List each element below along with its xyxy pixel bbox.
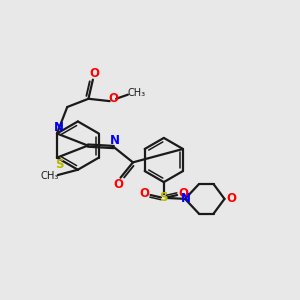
Text: N: N bbox=[181, 192, 191, 205]
Text: O: O bbox=[109, 92, 118, 105]
Text: CH₃: CH₃ bbox=[127, 88, 145, 98]
Text: O: O bbox=[178, 187, 188, 200]
Text: S: S bbox=[55, 158, 63, 171]
Text: O: O bbox=[140, 187, 150, 200]
Text: N: N bbox=[54, 121, 64, 134]
Text: N: N bbox=[110, 134, 120, 147]
Text: S: S bbox=[160, 191, 168, 204]
Text: O: O bbox=[226, 192, 236, 206]
Text: O: O bbox=[89, 67, 99, 80]
Text: CH₃: CH₃ bbox=[40, 171, 59, 181]
Text: O: O bbox=[113, 178, 123, 191]
